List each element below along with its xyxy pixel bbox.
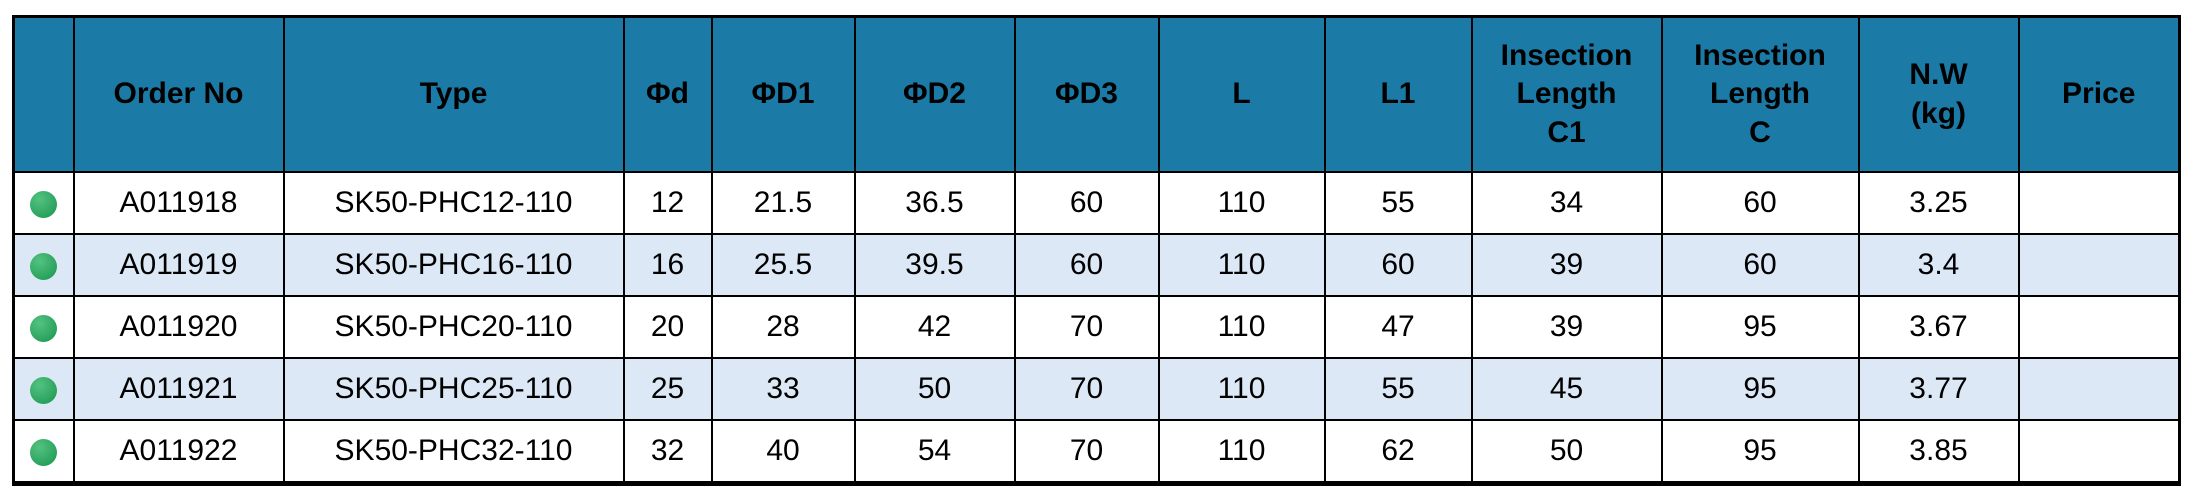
status-cell — [12, 233, 75, 297]
phi-d2-cell: 54 — [853, 419, 1016, 485]
phi-d2-cell: 42 — [853, 295, 1016, 359]
table-row: A011919 SK50-PHC16-110 16 25.5 39.5 60 1… — [12, 233, 2181, 297]
phi-d-cell: 32 — [622, 419, 713, 485]
l-cell: 110 — [1157, 419, 1326, 485]
col-header-order-no: Order No — [72, 15, 285, 173]
phi-d1-cell: 33 — [710, 357, 856, 421]
phi-d2-cell: 39.5 — [853, 233, 1016, 297]
table-row: A011921 SK50-PHC25-110 25 33 50 70 110 5… — [12, 357, 2181, 421]
l-cell: 110 — [1157, 357, 1326, 421]
price-cell — [2017, 357, 2181, 421]
table-header: Order No Type Φd ΦD1 ΦD2 ΦD3 L L1 Insect… — [12, 15, 2181, 173]
insection-length-c1-cell: 34 — [1470, 171, 1663, 235]
col-header-l: L — [1157, 15, 1326, 173]
nw-kg-cell: 3.25 — [1857, 171, 2020, 235]
green-dot-icon — [30, 190, 58, 218]
nw-kg-cell: 3.67 — [1857, 295, 2020, 359]
table-row: A011920 SK50-PHC20-110 20 28 42 70 110 4… — [12, 295, 2181, 359]
nw-kg-cell: 3.77 — [1857, 357, 2020, 421]
col-header-price: Price — [2017, 15, 2181, 173]
insection-length-c1-cell: 45 — [1470, 357, 1663, 421]
l1-cell: 60 — [1323, 233, 1473, 297]
l-cell: 110 — [1157, 295, 1326, 359]
status-cell — [12, 295, 75, 359]
header-row: Order No Type Φd ΦD1 ΦD2 ΦD3 L L1 Insect… — [12, 15, 2181, 173]
type-cell: SK50-PHC16-110 — [282, 233, 625, 297]
insection-length-c1-cell: 39 — [1470, 295, 1663, 359]
status-cell — [12, 357, 75, 421]
type-cell: SK50-PHC20-110 — [282, 295, 625, 359]
phi-d1-cell: 28 — [710, 295, 856, 359]
phi-d2-cell: 36.5 — [853, 171, 1016, 235]
green-dot-icon — [30, 438, 58, 466]
col-header-l1: L1 — [1323, 15, 1473, 173]
price-cell — [2017, 171, 2181, 235]
col-header-phi-d1: ΦD1 — [710, 15, 856, 173]
phi-d3-cell: 60 — [1013, 171, 1160, 235]
insection-length-c-cell: 60 — [1660, 171, 1860, 235]
insection-length-c-cell: 95 — [1660, 419, 1860, 485]
phi-d-cell: 20 — [622, 295, 713, 359]
phi-d-cell: 16 — [622, 233, 713, 297]
col-header-status — [12, 15, 75, 173]
order-no-cell: A011922 — [72, 419, 285, 485]
nw-kg-cell: 3.85 — [1857, 419, 2020, 485]
col-header-type: Type — [282, 15, 625, 173]
price-cell — [2017, 295, 2181, 359]
col-header-phi-d: Φd — [622, 15, 713, 173]
phi-d3-cell: 60 — [1013, 233, 1160, 297]
table-row: A011922 SK50-PHC32-110 32 40 54 70 110 6… — [12, 419, 2181, 485]
product-spec-table: Order No Type Φd ΦD1 ΦD2 ΦD3 L L1 Insect… — [12, 15, 2181, 486]
phi-d3-cell: 70 — [1013, 419, 1160, 485]
type-cell: SK50-PHC25-110 — [282, 357, 625, 421]
green-dot-icon — [30, 314, 58, 342]
phi-d1-cell: 40 — [710, 419, 856, 485]
order-no-cell: A011919 — [72, 233, 285, 297]
type-cell: SK50-PHC12-110 — [282, 171, 625, 235]
price-cell — [2017, 233, 2181, 297]
l1-cell: 62 — [1323, 419, 1473, 485]
col-header-insection-length-c: Insection Length C — [1660, 15, 1860, 173]
table-row: A011918 SK50-PHC12-110 12 21.5 36.5 60 1… — [12, 171, 2181, 235]
insection-length-c-cell: 60 — [1660, 233, 1860, 297]
insection-length-c-cell: 95 — [1660, 357, 1860, 421]
phi-d3-cell: 70 — [1013, 357, 1160, 421]
status-cell — [12, 171, 75, 235]
order-no-cell: A011921 — [72, 357, 285, 421]
phi-d-cell: 12 — [622, 171, 713, 235]
col-header-phi-d3: ΦD3 — [1013, 15, 1160, 173]
col-header-phi-d2: ΦD2 — [853, 15, 1016, 173]
l1-cell: 55 — [1323, 171, 1473, 235]
l1-cell: 47 — [1323, 295, 1473, 359]
order-no-cell: A011920 — [72, 295, 285, 359]
phi-d1-cell: 21.5 — [710, 171, 856, 235]
l-cell: 110 — [1157, 171, 1326, 235]
insection-length-c1-cell: 39 — [1470, 233, 1663, 297]
insection-length-c1-cell: 50 — [1470, 419, 1663, 485]
table-body: A011918 SK50-PHC12-110 12 21.5 36.5 60 1… — [12, 171, 2181, 485]
insection-length-c-cell: 95 — [1660, 295, 1860, 359]
phi-d1-cell: 25.5 — [710, 233, 856, 297]
phi-d-cell: 25 — [622, 357, 713, 421]
l1-cell: 55 — [1323, 357, 1473, 421]
col-header-insection-length-c1: Insection Length C1 — [1470, 15, 1663, 173]
phi-d3-cell: 70 — [1013, 295, 1160, 359]
phi-d2-cell: 50 — [853, 357, 1016, 421]
status-cell — [12, 419, 75, 485]
green-dot-icon — [30, 252, 58, 280]
col-header-nw-kg: N.W (kg) — [1857, 15, 2020, 173]
order-no-cell: A011918 — [72, 171, 285, 235]
nw-kg-cell: 3.4 — [1857, 233, 2020, 297]
green-dot-icon — [30, 376, 58, 404]
l-cell: 110 — [1157, 233, 1326, 297]
price-cell — [2017, 419, 2181, 485]
type-cell: SK50-PHC32-110 — [282, 419, 625, 485]
